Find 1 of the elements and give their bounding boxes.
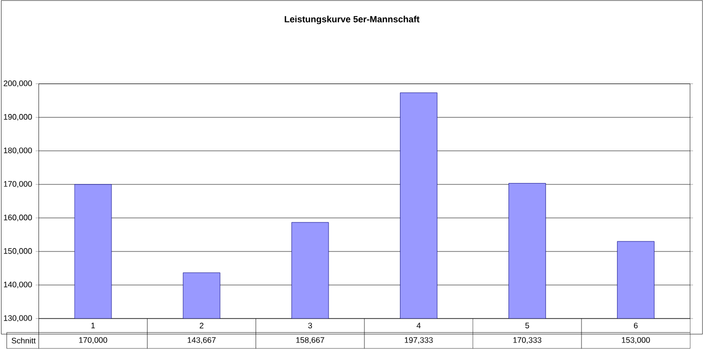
chart-title: Leistungskurve 5er-Mannschaft — [284, 16, 420, 24]
